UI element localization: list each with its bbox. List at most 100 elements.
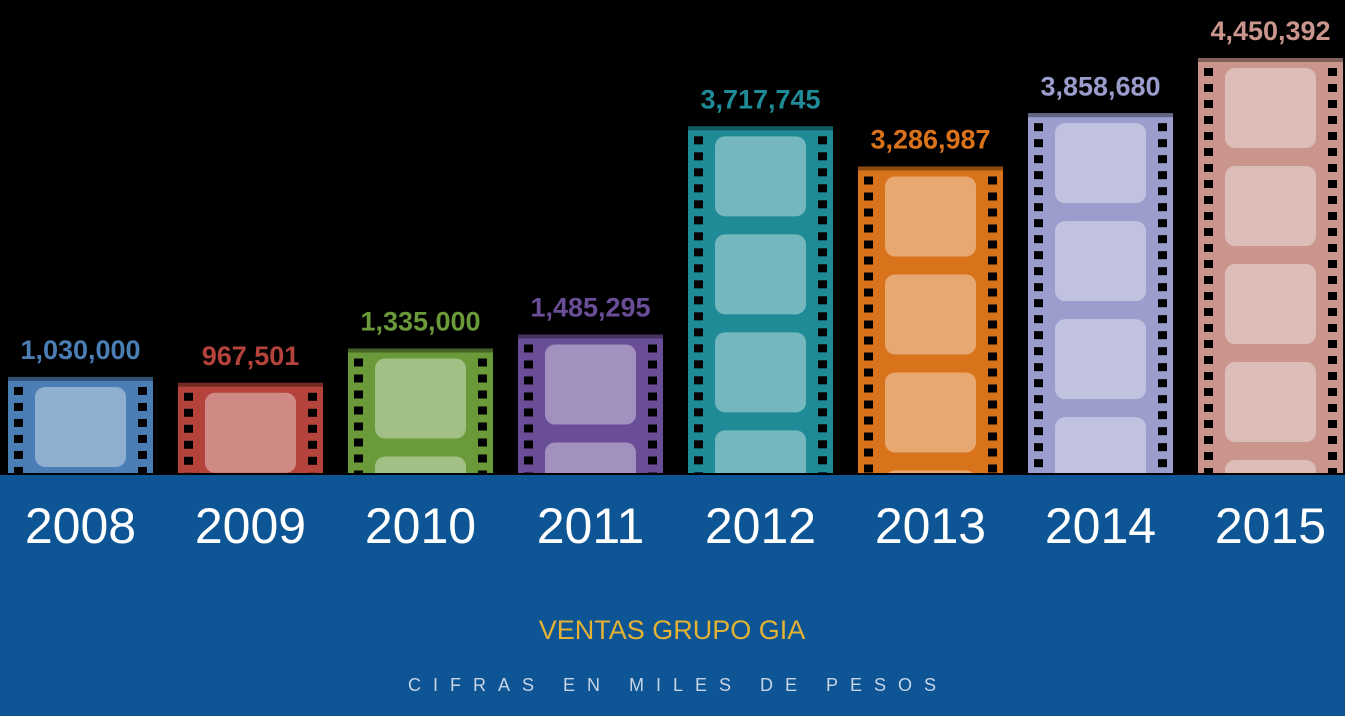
sprocket-hole [1328, 340, 1337, 348]
sprocket-hole [988, 240, 997, 249]
sprocket-hole [864, 400, 873, 409]
sprocket-hole [694, 424, 703, 433]
sprocket-hole [988, 368, 997, 377]
film-frame [885, 274, 976, 355]
film-frame [375, 358, 466, 439]
sprocket-hole [694, 168, 703, 177]
sprocket-hole [988, 208, 997, 217]
sprocket-hole [988, 224, 997, 233]
sprocket-hole [864, 416, 873, 425]
sprocket-hole [524, 360, 533, 369]
sprocket-hole [1034, 139, 1043, 148]
sprocket-hole [1034, 443, 1043, 452]
sprocket-hole [478, 374, 487, 383]
sprocket-hole [354, 438, 363, 447]
sprocket-hole [524, 424, 533, 433]
sprocket-hole [1328, 372, 1337, 380]
sprocket-hole [1204, 372, 1213, 380]
sprocket-hole [1204, 100, 1213, 108]
sprocket-hole [818, 408, 827, 417]
film-frame [205, 392, 296, 473]
sprocket-hole [648, 472, 657, 473]
sprocket-hole [14, 450, 23, 459]
sprocket-hole [1204, 468, 1213, 473]
sprocket-hole [1204, 308, 1213, 316]
sprocket-hole [818, 392, 827, 401]
sprocket-hole [694, 264, 703, 273]
sprocket-hole [354, 406, 363, 415]
sprocket-hole [864, 224, 873, 233]
sprocket-hole [1158, 187, 1167, 196]
sprocket-hole [864, 448, 873, 457]
film-edge [1198, 58, 1343, 62]
sprocket-hole [308, 408, 317, 417]
film-decoration [178, 382, 323, 474]
sprocket-hole [308, 472, 317, 474]
film-frame [1055, 319, 1146, 400]
sprocket-hole [818, 456, 827, 465]
sprocket-hole [1034, 347, 1043, 356]
sprocket-hole [14, 434, 23, 443]
sprocket-hole [818, 136, 827, 145]
film-frame [715, 234, 806, 315]
sprocket-hole [694, 408, 703, 417]
sprocket-hole [694, 312, 703, 321]
sprocket-hole [1034, 427, 1043, 436]
sprocket-hole [138, 466, 147, 473]
bar [178, 382, 323, 473]
sprocket-hole [308, 456, 317, 465]
sprocket-hole [354, 470, 363, 473]
film-decoration [348, 348, 493, 473]
sprocket-hole [648, 392, 657, 401]
sprocket-hole [1328, 404, 1337, 412]
sprocket-hole [1204, 356, 1213, 364]
sprocket-hole [1328, 228, 1337, 236]
film-frame [885, 372, 976, 453]
sprocket-hole [988, 416, 997, 425]
sprocket-hole [524, 456, 533, 465]
film-frame [1225, 264, 1316, 344]
sprocket-hole [1328, 276, 1337, 284]
sprocket-hole [1204, 420, 1213, 428]
sprocket-hole [1204, 388, 1213, 396]
sprocket-hole [694, 360, 703, 369]
sprocket-hole [1328, 388, 1337, 396]
sprocket-hole [354, 358, 363, 367]
film-edge [688, 126, 833, 131]
sprocket-hole [1034, 283, 1043, 292]
sprocket-hole [184, 472, 193, 474]
sprocket-hole [1204, 436, 1213, 444]
sprocket-hole [1328, 292, 1337, 300]
x-tick-label: 2009 [195, 498, 306, 554]
sprocket-hole [864, 208, 873, 217]
sprocket-hole [988, 256, 997, 265]
sprocket-hole [1158, 283, 1167, 292]
value-label: 3,717,745 [700, 84, 820, 114]
film-decoration [858, 166, 1003, 473]
bar [518, 334, 663, 473]
value-label: 3,858,680 [1040, 71, 1160, 101]
sprocket-hole [1034, 203, 1043, 212]
sprocket-hole [1328, 468, 1337, 473]
sprocket-hole [1328, 244, 1337, 252]
chart-title: VENTAS GRUPO GIA [539, 615, 806, 645]
sprocket-hole [1158, 235, 1167, 244]
sprocket-hole [1204, 452, 1213, 460]
sprocket-hole [648, 424, 657, 433]
sprocket-hole [1328, 116, 1337, 124]
sprocket-hole [308, 440, 317, 449]
sprocket-hole [988, 464, 997, 473]
sprocket-hole [818, 264, 827, 273]
x-tick-label: 2013 [875, 498, 986, 554]
sprocket-hole [694, 136, 703, 145]
sprocket-hole [1328, 180, 1337, 188]
sprocket-hole [864, 432, 873, 441]
film-edge [8, 376, 153, 381]
sprocket-hole [864, 320, 873, 329]
film-frame [1055, 417, 1146, 473]
sprocket-hole [864, 304, 873, 313]
x-tick-label: 2010 [365, 498, 476, 554]
sprocket-hole [1204, 196, 1213, 204]
